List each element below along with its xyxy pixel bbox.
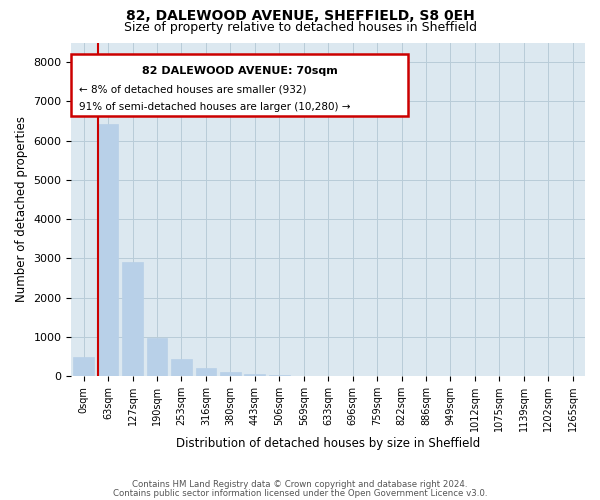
Bar <box>269 375 290 376</box>
Bar <box>71 54 408 116</box>
Y-axis label: Number of detached properties: Number of detached properties <box>15 116 28 302</box>
Text: Size of property relative to detached houses in Sheffield: Size of property relative to detached ho… <box>124 21 476 34</box>
X-axis label: Distribution of detached houses by size in Sheffield: Distribution of detached houses by size … <box>176 437 481 450</box>
Bar <box>220 372 241 376</box>
Text: 82 DALEWOOD AVENUE: 70sqm: 82 DALEWOOD AVENUE: 70sqm <box>142 66 337 76</box>
Bar <box>244 374 265 376</box>
Bar <box>171 360 192 376</box>
Text: Contains public sector information licensed under the Open Government Licence v3: Contains public sector information licen… <box>113 488 487 498</box>
Text: 91% of semi-detached houses are larger (10,280) →: 91% of semi-detached houses are larger (… <box>79 102 350 112</box>
Bar <box>196 368 217 376</box>
Bar <box>146 338 167 376</box>
Bar <box>98 124 118 376</box>
Bar <box>73 358 94 376</box>
Text: 82, DALEWOOD AVENUE, SHEFFIELD, S8 0EH: 82, DALEWOOD AVENUE, SHEFFIELD, S8 0EH <box>125 9 475 23</box>
Bar <box>122 262 143 376</box>
Text: ← 8% of detached houses are smaller (932): ← 8% of detached houses are smaller (932… <box>79 85 307 95</box>
Text: Contains HM Land Registry data © Crown copyright and database right 2024.: Contains HM Land Registry data © Crown c… <box>132 480 468 489</box>
